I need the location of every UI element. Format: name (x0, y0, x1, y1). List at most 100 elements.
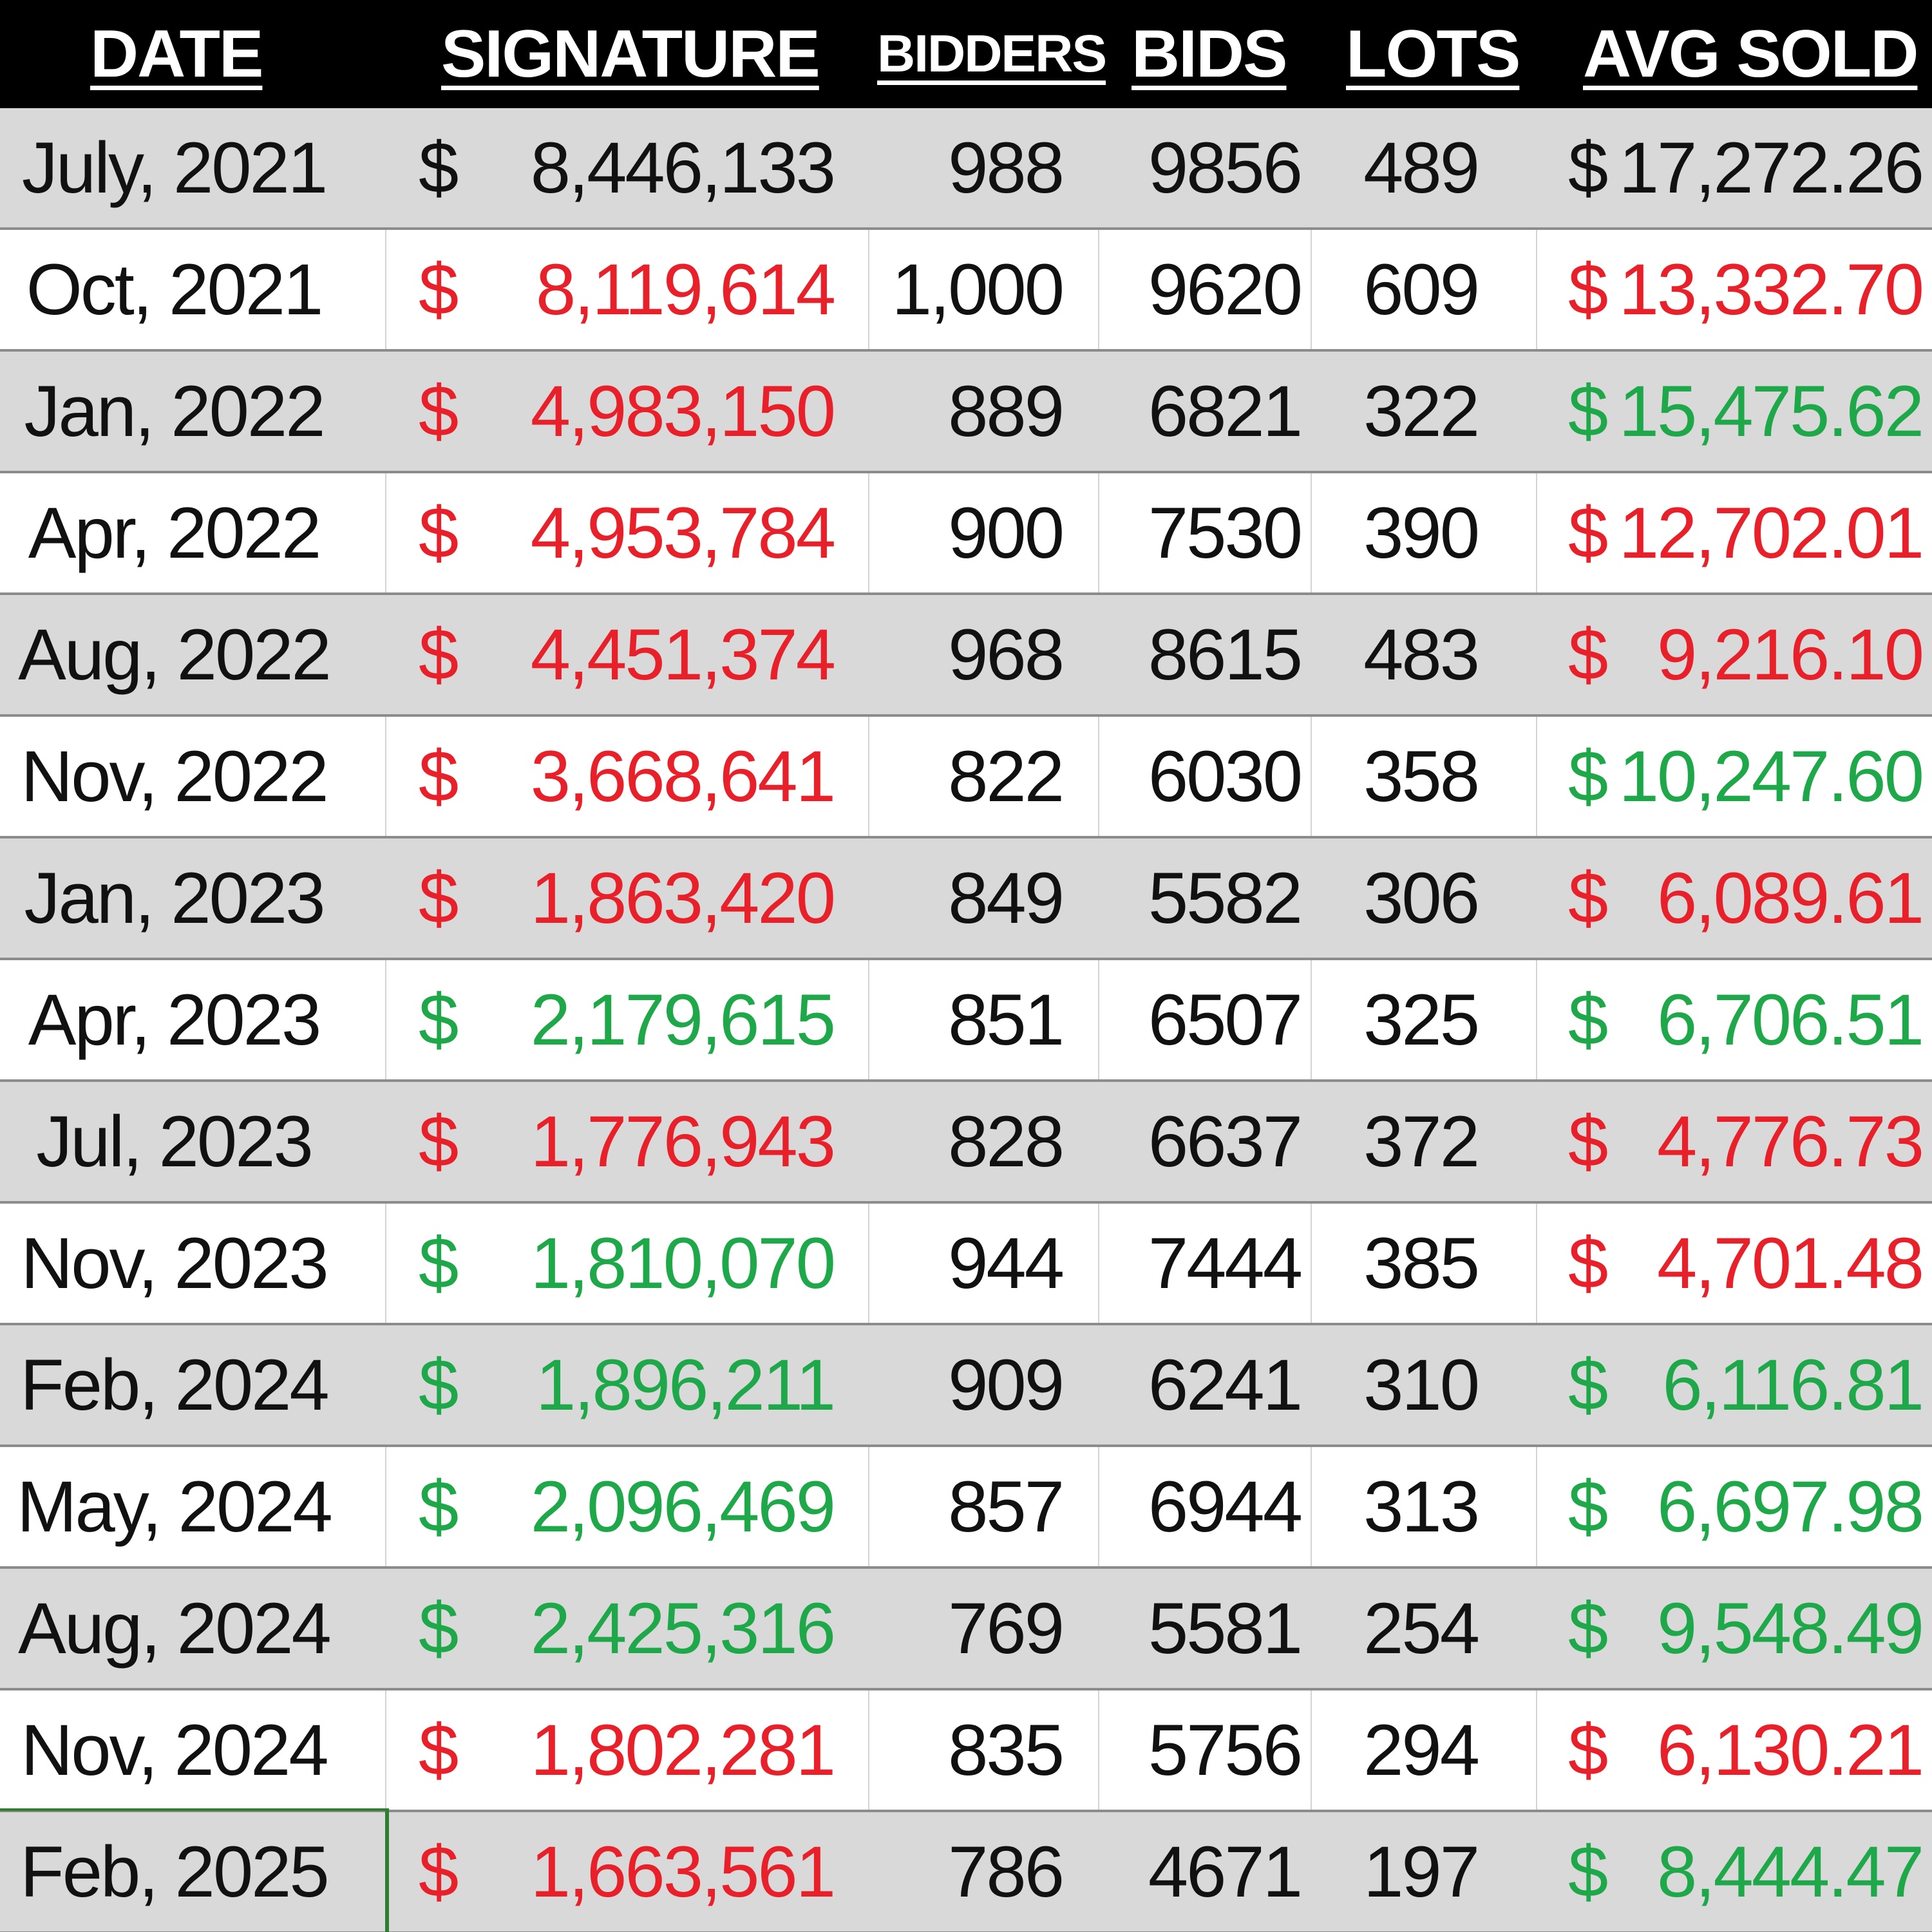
lots-cell[interactable]: 322 (1363, 371, 1480, 451)
bids-cell[interactable]: 6241 (1148, 1345, 1303, 1425)
signature-cell[interactable]: 1,776,943 (530, 1101, 836, 1182)
bidders-cell[interactable]: 822 (948, 736, 1065, 817)
signature-currency-symbol[interactable]: $ (419, 249, 459, 330)
signature-cell[interactable]: 8,446,133 (530, 128, 836, 208)
date-cell[interactable]: Jan, 2022 (24, 371, 326, 451)
bids-cell[interactable]: 7530 (1148, 493, 1303, 573)
avg-sold-cell[interactable]: 15,475.62 (1618, 371, 1924, 451)
avg-sold-cell[interactable]: 6,116.81 (1662, 1345, 1924, 1425)
date-cell[interactable]: Nov, 2023 (21, 1223, 328, 1303)
date-cell[interactable]: July, 2021 (21, 128, 328, 208)
lots-cell[interactable]: 358 (1363, 736, 1480, 817)
date-cell[interactable]: Nov, 2022 (21, 736, 328, 817)
date-cell[interactable]: Apr, 2022 (28, 493, 322, 573)
avg-sold-currency-symbol[interactable]: $ (1568, 371, 1608, 451)
date-cell[interactable]: Aug, 2024 (18, 1588, 332, 1669)
signature-cell[interactable]: 2,179,615 (530, 980, 836, 1060)
avg-sold-currency-symbol[interactable]: $ (1568, 1466, 1608, 1547)
signature-currency-symbol[interactable]: $ (419, 614, 459, 695)
avg-sold-cell[interactable]: 6,089.61 (1657, 858, 1924, 938)
bidders-cell[interactable]: 1,000 (891, 249, 1065, 330)
lots-cell[interactable]: 197 (1363, 1832, 1480, 1912)
bidders-cell[interactable]: 944 (948, 1223, 1065, 1303)
signature-currency-symbol[interactable]: $ (419, 1588, 459, 1669)
bidders-cell[interactable]: 968 (948, 614, 1065, 695)
signature-cell[interactable]: 1,663,561 (530, 1832, 836, 1912)
bidders-cell[interactable]: 828 (948, 1101, 1065, 1182)
bidders-cell[interactable]: 857 (948, 1466, 1065, 1547)
header-avg-sold[interactable]: AVG SOLD (1583, 17, 1918, 91)
bids-cell[interactable]: 6821 (1148, 371, 1303, 451)
bidders-cell[interactable]: 909 (948, 1345, 1065, 1425)
avg-sold-currency-symbol[interactable]: $ (1568, 1101, 1608, 1182)
avg-sold-cell[interactable]: 8,444.47 (1657, 1832, 1924, 1912)
bids-cell[interactable]: 5582 (1148, 858, 1303, 938)
lots-cell[interactable]: 609 (1363, 249, 1480, 330)
date-cell[interactable]: Feb, 2024 (20, 1345, 329, 1425)
signature-cell[interactable]: 3,668,641 (530, 736, 836, 817)
header-bidders[interactable]: BIDDERS (877, 24, 1107, 83)
avg-sold-cell[interactable]: 10,247.60 (1618, 736, 1924, 817)
avg-sold-currency-symbol[interactable]: $ (1568, 1710, 1608, 1790)
header-lots[interactable]: LOTS (1346, 17, 1520, 91)
lots-cell[interactable]: 390 (1363, 493, 1480, 573)
signature-cell[interactable]: 4,983,150 (530, 371, 836, 451)
signature-currency-symbol[interactable]: $ (419, 1832, 459, 1912)
lots-cell[interactable]: 483 (1363, 614, 1480, 695)
signature-currency-symbol[interactable]: $ (419, 980, 459, 1060)
avg-sold-cell[interactable]: 9,216.10 (1657, 614, 1924, 695)
avg-sold-currency-symbol[interactable]: $ (1568, 1588, 1608, 1669)
avg-sold-currency-symbol[interactable]: $ (1568, 1345, 1608, 1425)
signature-currency-symbol[interactable]: $ (419, 736, 459, 817)
signature-currency-symbol[interactable]: $ (419, 371, 459, 451)
lots-cell[interactable]: 385 (1363, 1223, 1480, 1303)
bids-cell[interactable]: 5756 (1148, 1710, 1303, 1790)
lots-cell[interactable]: 372 (1363, 1101, 1480, 1182)
signature-cell[interactable]: 1,896,211 (536, 1345, 836, 1425)
date-cell[interactable]: Jul, 2023 (36, 1101, 314, 1182)
header-signature[interactable]: SIGNATURE (441, 17, 820, 91)
avg-sold-cell[interactable]: 6,706.51 (1657, 980, 1924, 1060)
lots-cell[interactable]: 306 (1363, 858, 1480, 938)
signature-cell[interactable]: 2,425,316 (530, 1588, 836, 1669)
signature-currency-symbol[interactable]: $ (419, 858, 459, 938)
lots-cell[interactable]: 294 (1363, 1710, 1480, 1790)
avg-sold-cell[interactable]: 4,776.73 (1657, 1101, 1924, 1182)
signature-currency-symbol[interactable]: $ (419, 493, 459, 573)
avg-sold-currency-symbol[interactable]: $ (1568, 858, 1608, 938)
header-bids[interactable]: BIDS (1132, 17, 1287, 91)
lots-cell[interactable]: 313 (1363, 1466, 1480, 1547)
lots-cell[interactable]: 254 (1363, 1588, 1480, 1669)
bids-cell[interactable]: 7444 (1148, 1223, 1303, 1303)
date-cell[interactable]: Apr, 2023 (28, 980, 322, 1060)
signature-currency-symbol[interactable]: $ (419, 1345, 459, 1425)
signature-cell[interactable]: 1,802,281 (530, 1710, 836, 1790)
avg-sold-cell[interactable]: 13,332.70 (1618, 249, 1924, 330)
signature-currency-symbol[interactable]: $ (419, 1101, 459, 1182)
signature-currency-symbol[interactable]: $ (419, 1466, 459, 1547)
bidders-cell[interactable]: 786 (948, 1832, 1065, 1912)
bids-cell[interactable]: 9856 (1148, 128, 1303, 208)
avg-sold-currency-symbol[interactable]: $ (1568, 1832, 1608, 1912)
bids-cell[interactable]: 4671 (1148, 1832, 1303, 1912)
avg-sold-cell[interactable]: 4,701.48 (1657, 1223, 1924, 1303)
bidders-cell[interactable]: 851 (948, 980, 1065, 1060)
avg-sold-cell[interactable]: 6,697.98 (1657, 1466, 1924, 1547)
signature-cell[interactable]: 1,810,070 (530, 1223, 836, 1303)
signature-currency-symbol[interactable]: $ (419, 128, 459, 208)
date-cell[interactable]: Feb, 2025 (20, 1832, 329, 1912)
avg-sold-cell[interactable]: 9,548.49 (1657, 1588, 1924, 1669)
signature-cell[interactable]: 8,119,614 (536, 249, 836, 330)
bids-cell[interactable]: 6944 (1148, 1466, 1303, 1547)
date-cell[interactable]: Jan, 2023 (24, 858, 326, 938)
avg-sold-currency-symbol[interactable]: $ (1568, 249, 1608, 330)
signature-cell[interactable]: 1,863,420 (530, 858, 836, 938)
lots-cell[interactable]: 489 (1363, 128, 1480, 208)
bidders-cell[interactable]: 900 (948, 493, 1065, 573)
signature-currency-symbol[interactable]: $ (419, 1710, 459, 1790)
bids-cell[interactable]: 6030 (1148, 736, 1303, 817)
bidders-cell[interactable]: 769 (948, 1588, 1065, 1669)
bids-cell[interactable]: 6507 (1148, 980, 1303, 1060)
avg-sold-currency-symbol[interactable]: $ (1568, 614, 1608, 695)
avg-sold-currency-symbol[interactable]: $ (1568, 736, 1608, 817)
